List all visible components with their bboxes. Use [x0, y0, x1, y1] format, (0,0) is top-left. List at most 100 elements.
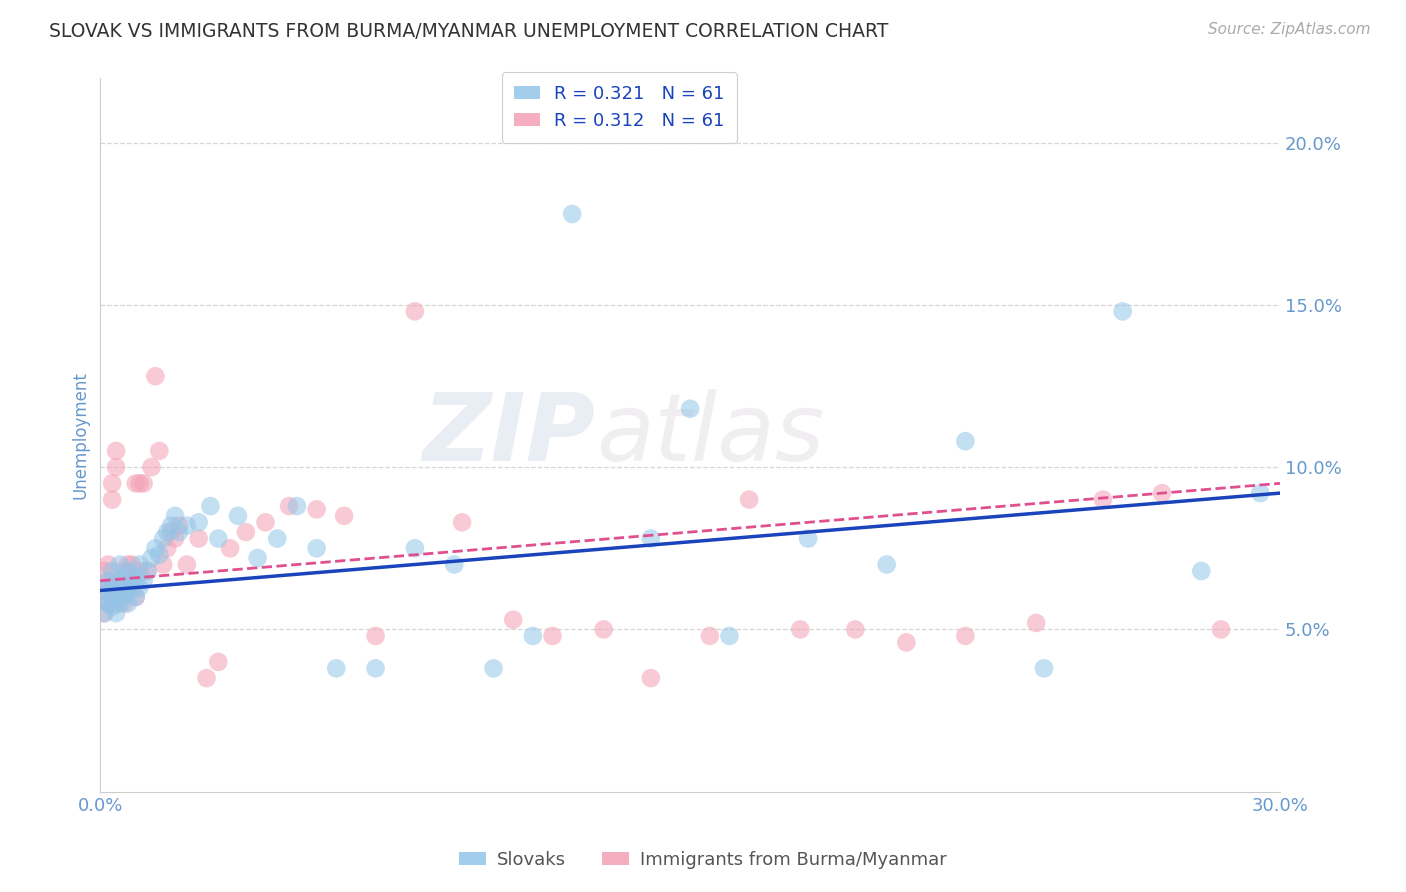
Text: ZIP: ZIP [423, 389, 596, 481]
Point [1033, 661, 1056, 675]
Point [195, 671, 218, 685]
Point [101, 590, 124, 604]
Point [112, 564, 135, 578]
Point [128, 564, 150, 578]
Text: SLOVAK VS IMMIGRANTS FROM BURMA/MYANMAR UNEMPLOYMENT CORRELATION CHART: SLOVAK VS IMMIGRANTS FROM BURMA/MYANMAR … [49, 22, 889, 41]
Point [93, 564, 115, 578]
Point [101, 580, 124, 594]
Point [679, 401, 702, 416]
Point [101, 599, 124, 614]
Point [121, 574, 143, 588]
Point [1249, 486, 1271, 500]
Point [278, 499, 301, 513]
Point [108, 590, 131, 604]
Point [844, 623, 866, 637]
Point [699, 629, 721, 643]
Point [108, 597, 131, 611]
Text: atlas: atlas [596, 389, 824, 480]
Point [522, 629, 544, 643]
Point [254, 516, 277, 530]
Point [176, 518, 198, 533]
Point [1209, 623, 1232, 637]
Point [640, 671, 662, 685]
Point [592, 623, 614, 637]
Point [97, 574, 120, 588]
Point [101, 476, 124, 491]
Point [160, 524, 183, 539]
Point [112, 590, 135, 604]
Point [141, 460, 163, 475]
Point [125, 590, 148, 604]
Point [152, 558, 174, 572]
Point [125, 574, 148, 588]
Point [404, 304, 426, 318]
Point [482, 661, 505, 675]
Point [121, 583, 143, 598]
Point [165, 508, 187, 523]
Legend: R = 0.321   N = 61, R = 0.312   N = 61: R = 0.321 N = 61, R = 0.312 N = 61 [502, 72, 737, 143]
Point [117, 580, 139, 594]
Point [141, 551, 163, 566]
Point [797, 532, 820, 546]
Point [235, 524, 257, 539]
Point [246, 551, 269, 566]
Point [404, 541, 426, 556]
Point [108, 574, 131, 588]
Point [1025, 615, 1047, 630]
Point [132, 574, 155, 588]
Point [93, 606, 115, 620]
Point [128, 580, 150, 594]
Point [97, 558, 120, 572]
Point [101, 564, 124, 578]
Point [121, 558, 143, 572]
Point [451, 516, 474, 530]
Point [364, 661, 387, 675]
Point [718, 629, 741, 643]
Point [156, 541, 179, 556]
Point [305, 502, 328, 516]
Point [97, 597, 120, 611]
Point [125, 476, 148, 491]
Point [305, 541, 328, 556]
Point [105, 460, 128, 475]
Point [502, 613, 524, 627]
Point [97, 590, 120, 604]
Point [176, 558, 198, 572]
Point [738, 492, 761, 507]
Point [200, 499, 222, 513]
Text: Source: ZipAtlas.com: Source: ZipAtlas.com [1208, 22, 1371, 37]
Point [148, 444, 170, 458]
Point [187, 532, 209, 546]
Point [364, 629, 387, 643]
Point [105, 597, 128, 611]
Point [1111, 304, 1133, 318]
Point [105, 590, 128, 604]
Point [125, 590, 148, 604]
Y-axis label: Unemployment: Unemployment [72, 371, 89, 499]
Point [955, 629, 977, 643]
Point [105, 444, 128, 458]
Point [266, 532, 288, 546]
Point [132, 476, 155, 491]
Point [541, 629, 564, 643]
Point [108, 583, 131, 598]
Point [97, 597, 120, 611]
Point [207, 532, 229, 546]
Point [117, 583, 139, 598]
Point [117, 597, 139, 611]
Point [136, 564, 159, 578]
Point [285, 499, 308, 513]
Point [325, 661, 347, 675]
Point [128, 558, 150, 572]
Point [136, 564, 159, 578]
Point [160, 518, 183, 533]
Point [97, 574, 120, 588]
Point [167, 518, 190, 533]
Point [108, 558, 131, 572]
Point [443, 558, 465, 572]
Point [128, 476, 150, 491]
Point [93, 583, 115, 598]
Point [145, 369, 167, 384]
Point [165, 532, 187, 546]
Point [145, 541, 167, 556]
